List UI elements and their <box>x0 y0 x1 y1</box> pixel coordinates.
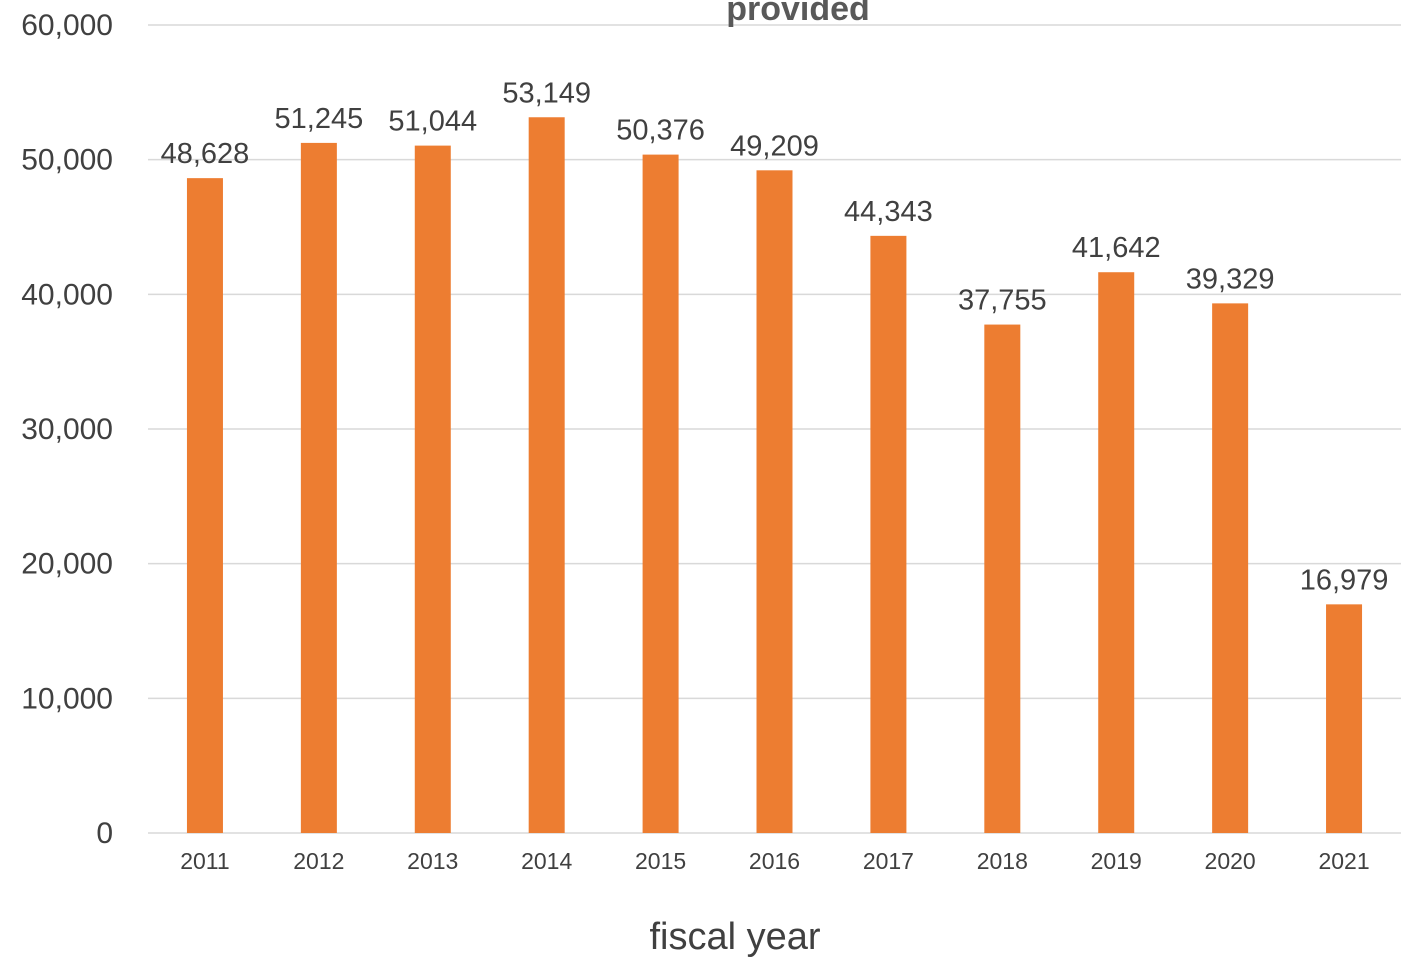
y-tick-label: 50,000 <box>21 144 113 177</box>
x-tick-label: 2012 <box>293 848 344 874</box>
bar-2015 <box>642 154 679 833</box>
bar-2016 <box>756 170 793 834</box>
x-tick-label: 2016 <box>749 848 800 874</box>
bar-2017 <box>870 235 907 833</box>
bar-2011 <box>186 178 223 833</box>
x-tick-label: 2018 <box>977 848 1028 874</box>
x-tick-label: 2013 <box>407 848 458 874</box>
bar-2012 <box>300 142 337 834</box>
bar-2020 <box>1212 303 1249 833</box>
y-tick-label: 20,000 <box>21 548 113 581</box>
y-tick-label: 30,000 <box>21 413 113 446</box>
data-label: 48,628 <box>161 138 250 170</box>
y-tick-label: 0 <box>96 817 113 850</box>
data-label: 51,245 <box>275 103 364 135</box>
x-tick-label: 2021 <box>1318 848 1369 874</box>
x-tick-label: 2011 <box>180 848 229 874</box>
bar-2013 <box>414 145 451 833</box>
chart-title: provided <box>726 0 870 28</box>
data-label: 50,376 <box>616 115 705 147</box>
data-label: 16,979 <box>1300 564 1389 596</box>
y-tick-label: 10,000 <box>21 682 113 715</box>
x-tick-label: 2020 <box>1205 848 1256 874</box>
bar-2019 <box>1098 272 1135 833</box>
bars <box>186 117 1363 834</box>
x-axis-title: fiscal year <box>649 916 820 958</box>
data-label: 39,329 <box>1186 263 1275 295</box>
x-tick-label: 2017 <box>863 848 914 874</box>
data-label: 41,642 <box>1072 232 1161 264</box>
x-tick-label: 2014 <box>521 848 572 874</box>
x-tick-label: 2015 <box>635 848 686 874</box>
data-labels: 48,628 51,245 51,044 53,149 50,376 49,209 44,3… <box>161 77 1389 596</box>
bar-2018 <box>984 324 1021 833</box>
data-label: 37,755 <box>958 285 1047 317</box>
x-axis-tick-labels: 2011 2012 2013 2014 2015 2016 2017 2018 2019 2020… <box>180 848 1369 874</box>
bar-2021 <box>1326 604 1363 833</box>
bar-2014 <box>528 117 565 833</box>
y-axis-tick-labels: 0 10,000 20,000 30,000 40,000 50,000 60,000 <box>21 9 113 850</box>
data-label: 53,149 <box>502 77 591 109</box>
y-tick-label: 60,000 <box>21 9 113 42</box>
y-tick-label: 40,000 <box>21 278 113 311</box>
x-tick-label: 2019 <box>1091 848 1142 874</box>
data-label: 44,343 <box>844 196 933 228</box>
data-label: 51,044 <box>388 106 477 138</box>
data-label: 49,209 <box>730 130 819 162</box>
